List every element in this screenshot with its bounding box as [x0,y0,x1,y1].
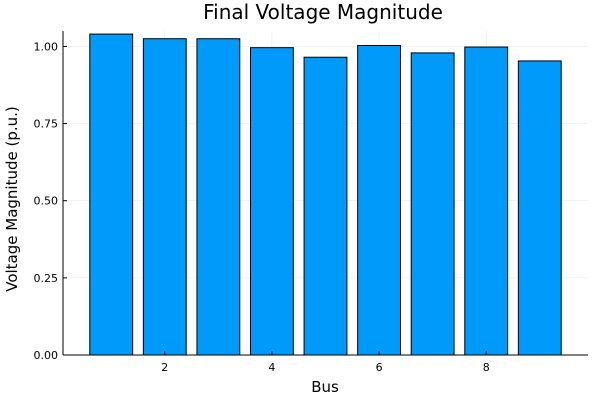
bars [89,33,562,356]
bar [142,38,187,356]
x-tick-label: 6 [376,361,383,374]
x-axis-label: Bus [311,378,339,396]
x-tick-label: 8 [483,361,490,374]
x-ticks: 2 4 6 8 [161,351,490,374]
y-tick-label: 0.25 [34,272,59,285]
y-tick-label: 0.50 [34,195,59,208]
bar [464,46,509,356]
axes [62,31,588,356]
bar [357,45,401,356]
bar [303,56,348,356]
x-tick-label: 2 [161,361,168,374]
chart-title: Final Voltage Magnitude [203,0,443,24]
bar [517,60,562,356]
x-tick-label: 4 [268,361,275,374]
y-tick-label: 0.00 [34,349,59,362]
y-axis-label: Voltage Magnitude (p.u.) [3,106,21,292]
bar [196,38,241,356]
y-tick-label: 0.75 [34,118,59,131]
bar [89,33,134,356]
y-ticks: 0.00 0.25 0.50 0.75 1.00 [34,40,67,362]
bar [250,47,294,356]
bar [410,52,455,356]
y-tick-label: 1.00 [34,40,59,53]
